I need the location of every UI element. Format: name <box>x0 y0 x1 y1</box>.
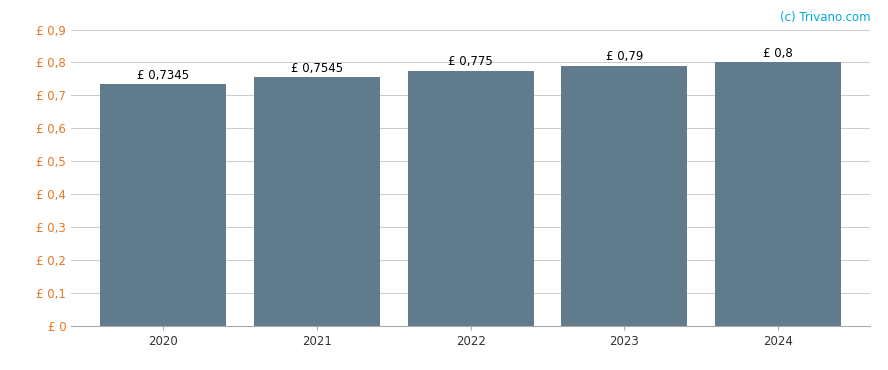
Bar <box>408 71 534 326</box>
Bar <box>561 66 687 326</box>
Bar <box>254 77 380 326</box>
Text: £ 0,775: £ 0,775 <box>448 56 493 68</box>
Text: £ 0,79: £ 0,79 <box>606 50 643 64</box>
Bar <box>100 84 226 326</box>
Text: (c) Trivano.com: (c) Trivano.com <box>780 11 870 24</box>
Text: £ 0,7345: £ 0,7345 <box>137 69 189 82</box>
Text: £ 0,7545: £ 0,7545 <box>291 62 343 75</box>
Bar <box>715 63 841 326</box>
Text: £ 0,8: £ 0,8 <box>763 47 793 60</box>
